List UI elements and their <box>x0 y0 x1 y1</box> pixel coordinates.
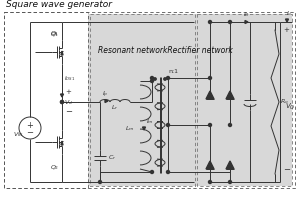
Text: −: − <box>283 165 290 174</box>
Circle shape <box>154 78 156 80</box>
Text: $I_D$: $I_D$ <box>243 10 250 19</box>
Text: $V_{IN}$: $V_{IN}$ <box>13 130 23 139</box>
Text: Square wave generator: Square wave generator <box>6 0 112 9</box>
Text: n:1: n:1 <box>168 69 178 74</box>
Text: +: + <box>27 121 33 130</box>
Text: Resonant networkRectifier network: Resonant networkRectifier network <box>98 46 233 55</box>
Circle shape <box>151 171 154 174</box>
Polygon shape <box>226 161 234 169</box>
Circle shape <box>151 76 154 79</box>
Bar <box>88 14 292 186</box>
Circle shape <box>208 124 211 127</box>
Text: $L_m$: $L_m$ <box>125 124 135 133</box>
Polygon shape <box>286 19 289 22</box>
Circle shape <box>151 79 154 83</box>
Text: −: − <box>26 129 34 138</box>
Polygon shape <box>61 51 63 55</box>
Text: $I_m$: $I_m$ <box>146 117 154 126</box>
Circle shape <box>229 180 232 183</box>
Circle shape <box>208 180 211 183</box>
Text: $V_O$: $V_O$ <box>285 102 296 112</box>
Text: $L_r$: $L_r$ <box>111 103 119 112</box>
Polygon shape <box>61 141 63 145</box>
Circle shape <box>229 124 232 127</box>
Circle shape <box>229 20 232 23</box>
Text: $V_d$: $V_d$ <box>64 98 73 107</box>
Circle shape <box>208 20 211 23</box>
Circle shape <box>208 76 211 79</box>
Circle shape <box>61 100 64 103</box>
Polygon shape <box>105 100 108 102</box>
Polygon shape <box>226 91 234 99</box>
Circle shape <box>164 78 166 80</box>
Circle shape <box>98 180 101 183</box>
Polygon shape <box>142 127 146 130</box>
Polygon shape <box>61 94 64 97</box>
Text: $Q_1$: $Q_1$ <box>50 29 60 38</box>
Text: $I_o$: $I_o$ <box>286 9 292 18</box>
Text: $I_{DS1}$: $I_{DS1}$ <box>64 74 75 83</box>
Polygon shape <box>206 91 214 99</box>
Polygon shape <box>245 20 248 23</box>
Polygon shape <box>206 161 214 169</box>
Text: +: + <box>283 27 289 33</box>
Circle shape <box>167 124 170 127</box>
Text: $Q_1$: $Q_1$ <box>50 30 60 39</box>
Text: $R_o$: $R_o$ <box>280 98 289 106</box>
Circle shape <box>167 171 170 174</box>
Text: $I_p$: $I_p$ <box>102 90 108 100</box>
Text: −: − <box>65 107 72 116</box>
Circle shape <box>167 76 170 79</box>
Text: $C_r$: $C_r$ <box>108 154 116 162</box>
Circle shape <box>61 100 64 103</box>
Text: +: + <box>65 89 71 95</box>
Text: $Q_2$: $Q_2$ <box>50 163 60 172</box>
